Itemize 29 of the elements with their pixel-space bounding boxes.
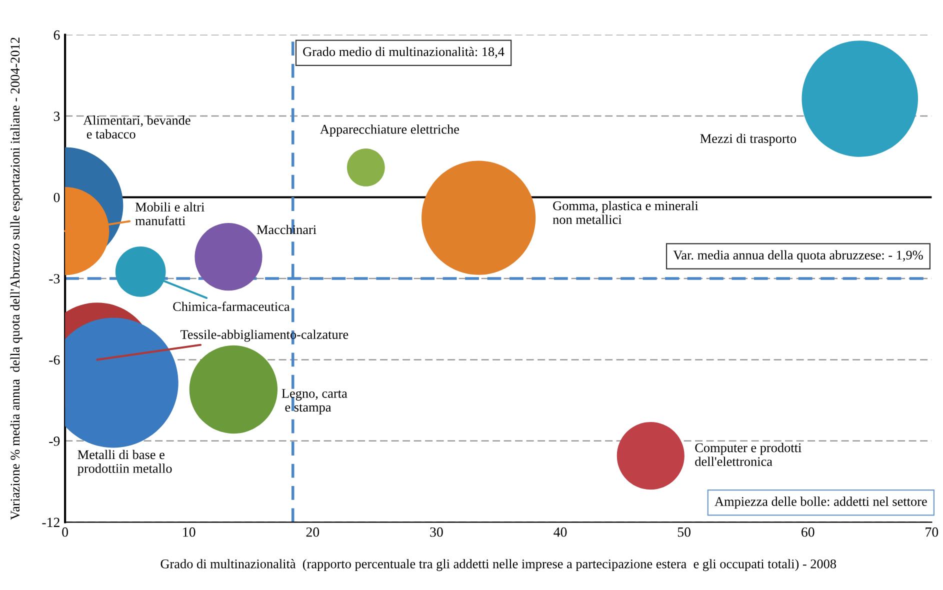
series-label: Gomma, plastica e minerali non metallici: [552, 200, 698, 224]
x-tick-label: 50: [678, 527, 690, 537]
y-tick-label: 0: [54, 192, 60, 202]
x-axis-title: Grado di multinazionalità (rapporto percentuale tra gli addetti nelle imprese a partecipazione estera e gli occupati totali) - 2008: [160, 559, 836, 572]
x-tick-label: 40: [554, 527, 567, 537]
x-tick-label: 60: [802, 527, 814, 537]
series-label: Metalli di base e prodottiin metallo: [78, 450, 172, 476]
ref-line-label: Grado medio di multinazionalità: 18,4: [303, 46, 504, 58]
series-label: Chimica-farmaceutica: [173, 302, 290, 312]
y-tick-label: 6: [54, 30, 60, 40]
x-tick-label: 10: [183, 527, 196, 537]
y-tick-label: 3: [54, 112, 60, 121]
annotation: Ampiezza delle bolle: addetti nel settore: [714, 496, 927, 509]
y-tick-label: -12: [42, 518, 60, 527]
series-label: Computer e prodotti dell'elettronica: [695, 442, 802, 466]
y-tick-label: -3: [49, 274, 60, 284]
y-tick-label: -9: [49, 436, 60, 446]
ref-line-label: Var. media annua della quota abruzzese: - 1,9%: [673, 250, 923, 262]
series-label: Legno, carta e stampa: [282, 389, 348, 414]
y-axis-title: Variazione % media annua della quota dell'Abruzzo sulle esportazioni italiane - 2004-2012: [10, 38, 22, 520]
x-tick-label: 0: [62, 527, 68, 537]
x-tick-label: 70: [926, 527, 938, 537]
text: Mobili e altri manufatti: [135, 202, 204, 226]
series-label: Apparecchiature elettriche: [320, 124, 460, 136]
series-label: Alimentari, bevande e tabacco: [83, 116, 190, 139]
x-tick-label: 20: [306, 527, 320, 537]
series-label: Mezzi di trasporto: [700, 134, 796, 146]
y-tick-label: -6: [49, 355, 60, 365]
x-tick-label: 30: [430, 527, 443, 537]
